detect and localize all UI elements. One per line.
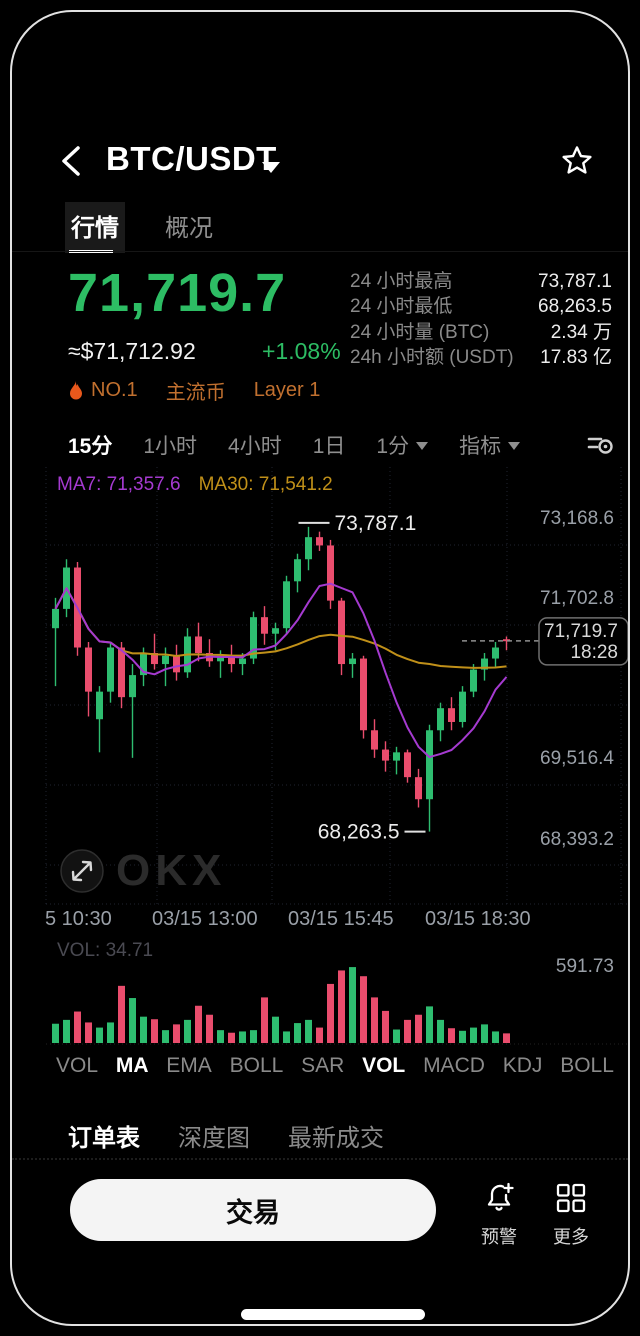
candlestick-chart[interactable]: 73,787.1 68,263.5 71,719.718:28 bbox=[12, 467, 628, 907]
back-icon[interactable] bbox=[58, 144, 84, 178]
volume-axis-label: 591.73 bbox=[555, 956, 614, 977]
indicator-vol-5[interactable]: VOL bbox=[362, 1054, 406, 1077]
token-badges: NO.1 主流币 Layer 1 bbox=[68, 376, 320, 405]
y-axis-label: 68,393.2 bbox=[540, 829, 614, 850]
timeframe-row: 15分 1小时 4小时 1日 1分 指标 bbox=[68, 429, 521, 461]
badge-Layer 1[interactable]: Layer 1 bbox=[254, 379, 321, 402]
x-axis: 5 10:30 03/15 13:00 03/15 15:45 03/15 18:30 bbox=[12, 906, 628, 932]
divider bbox=[12, 251, 628, 252]
timeframe-1日[interactable]: 1日 bbox=[312, 435, 346, 458]
stat-value: 17.83 亿 bbox=[540, 347, 612, 369]
ma-labels: MA7: 71,357.6 MA30: 71,541.2 bbox=[57, 474, 333, 496]
stat-label: 24 小时最高 bbox=[350, 271, 453, 292]
badge-label: Layer 1 bbox=[253, 379, 321, 401]
x-axis-label: 03/15 13:00 bbox=[152, 908, 258, 930]
stat-value: 2.34 万 bbox=[550, 321, 612, 343]
grid-icon bbox=[556, 1183, 586, 1213]
badge-NO.1[interactable]: NO.1 bbox=[68, 379, 138, 402]
expand-chart-icon[interactable] bbox=[58, 847, 106, 895]
indicator-vol-0[interactable]: VOL bbox=[56, 1054, 99, 1077]
chart-watermark: OKX bbox=[58, 846, 226, 896]
fiat-price: ≈$71,712.92 bbox=[68, 338, 196, 364]
timeframe-1分[interactable]: 1分 bbox=[376, 430, 429, 460]
more-label: 更多 bbox=[553, 1227, 589, 1247]
y-axis-label: 69,516.4 bbox=[540, 748, 614, 769]
indicator-ma-1[interactable]: MA bbox=[115, 1054, 149, 1077]
x-axis-label: 5 10:30 bbox=[45, 908, 112, 930]
tab-行情[interactable]: 行情 bbox=[65, 202, 125, 253]
alert-button[interactable]: 预警 bbox=[464, 1182, 534, 1249]
stat-value: 73,787.1 bbox=[538, 271, 612, 292]
indicator-macd-6[interactable]: MACD bbox=[423, 1054, 485, 1077]
last-price: 71,719.7 bbox=[68, 263, 287, 323]
divider bbox=[12, 1158, 628, 1160]
alert-label: 预警 bbox=[481, 1227, 517, 1247]
svg-text:73,787.1: 73,787.1 bbox=[335, 512, 417, 535]
x-axis-label: 03/15 18:30 bbox=[425, 908, 531, 930]
stat-value: 68,263.5 bbox=[538, 296, 612, 318]
indicator-row: VOL MA EMA BOLL SAR VOL MACD KDJ BOLL bbox=[56, 1054, 614, 1078]
indicator-sar-4[interactable]: SAR bbox=[301, 1054, 345, 1077]
stats-panel: 24 小时最高 73,787.1 24 小时最低 68,263.5 24 小时量 (BT… bbox=[350, 269, 612, 371]
volume-label: VOL: 34.71 bbox=[57, 940, 154, 961]
ma30-label: MA30: 71,541.2 bbox=[198, 474, 333, 495]
more-button[interactable]: 更多 bbox=[536, 1182, 606, 1249]
timeframe-15分[interactable]: 15分 bbox=[68, 435, 113, 458]
tab-概况[interactable]: 概况 bbox=[165, 215, 213, 242]
stat-row: 24 小时量 (BTC) 2.34 万 bbox=[350, 320, 612, 345]
timeframe-指标[interactable]: 指标 bbox=[459, 430, 521, 460]
okx-logo: OKX bbox=[116, 846, 227, 895]
home-indicator bbox=[241, 1309, 425, 1320]
timeframe-1小时[interactable]: 1小时 bbox=[143, 435, 198, 458]
bell-plus-icon bbox=[487, 1182, 514, 1211]
stat-label: 24 小时量 (BTC) bbox=[350, 321, 490, 343]
svg-text:71,719.7: 71,719.7 bbox=[544, 621, 618, 642]
indicator-boll-3[interactable]: BOLL bbox=[229, 1054, 284, 1077]
chevron-down-icon bbox=[508, 442, 521, 450]
svg-text:68,263.5: 68,263.5 bbox=[318, 821, 400, 844]
timeframe-4小时[interactable]: 4小时 bbox=[228, 435, 282, 458]
stat-row: 24h 小时额 (USDT) 17.83 亿 bbox=[350, 345, 612, 370]
volume-chart[interactable] bbox=[12, 937, 628, 1045]
price-change: +1.08% bbox=[262, 338, 341, 364]
stat-row: 24 小时最低 68,263.5 bbox=[350, 294, 612, 319]
badge-label: NO.1 bbox=[91, 379, 138, 401]
indicator-boll-8[interactable]: BOLL bbox=[560, 1054, 614, 1077]
badge-label: 主流币 bbox=[165, 382, 226, 404]
bottom-tab-最新成交[interactable]: 最新成交 bbox=[288, 1125, 384, 1152]
svg-text:18:28: 18:28 bbox=[570, 642, 618, 663]
bottom-tabs: 订单表 深度图 最新成交 bbox=[68, 1118, 384, 1153]
pair-title[interactable]: BTC/USDT bbox=[106, 140, 277, 177]
stat-label: 24h 小时额 (USDT) bbox=[350, 347, 514, 369]
chart-settings-icon[interactable] bbox=[586, 430, 614, 458]
ma7-label: MA7: 71,357.6 bbox=[57, 474, 181, 495]
y-axis-label: 71,702.8 bbox=[540, 588, 614, 609]
stat-label: 24 小时最低 bbox=[350, 296, 453, 318]
y-axis-label: 73,168.6 bbox=[540, 508, 614, 529]
favorite-star-icon[interactable] bbox=[560, 144, 594, 178]
indicator-kdj-7[interactable]: KDJ bbox=[502, 1054, 543, 1077]
trade-button[interactable]: 交易 bbox=[70, 1179, 436, 1241]
chevron-down-icon bbox=[416, 442, 429, 450]
badge-主流币[interactable]: 主流币 bbox=[166, 376, 226, 405]
x-axis-label: 03/15 15:45 bbox=[288, 908, 394, 930]
stat-row: 24 小时最高 73,787.1 bbox=[350, 269, 612, 294]
bottom-tab-订单表[interactable]: 订单表 bbox=[68, 1125, 140, 1152]
page-tabs: 行情 概况 bbox=[65, 202, 219, 253]
flame-icon bbox=[70, 380, 82, 400]
bottom-tab-深度图[interactable]: 深度图 bbox=[178, 1125, 250, 1152]
indicator-ema-2[interactable]: EMA bbox=[166, 1054, 212, 1077]
pair-dropdown-icon[interactable] bbox=[262, 162, 280, 173]
